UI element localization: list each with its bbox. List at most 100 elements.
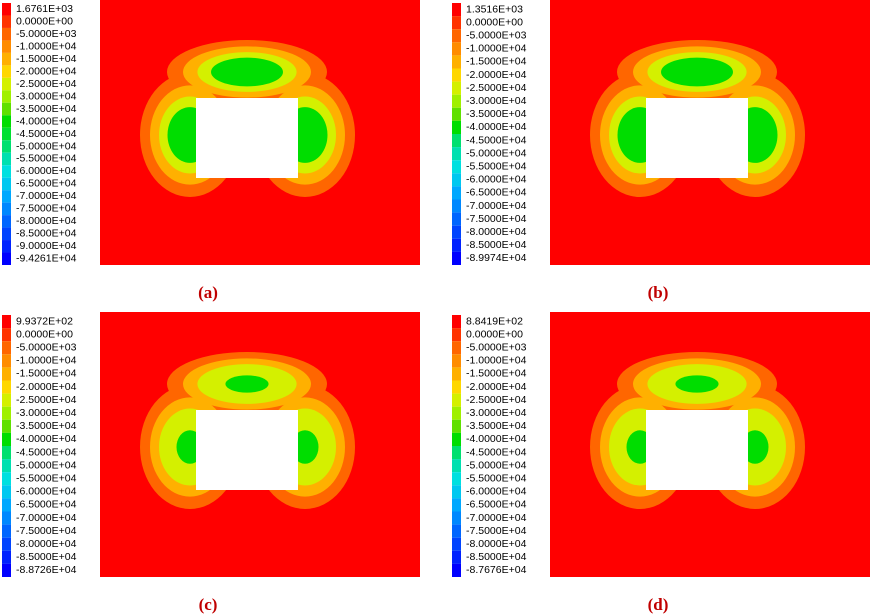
legend-label: -4.0000E+04	[16, 433, 77, 445]
contour-zone	[211, 57, 283, 87]
legend-label: -8.0000E+04	[16, 215, 77, 227]
legend-swatch	[452, 511, 461, 525]
legend-label: -4.5000E+04	[466, 134, 527, 146]
legend-label: -1.5000E+04	[466, 368, 527, 380]
legend-swatch	[2, 140, 11, 153]
legend-label: -2.0000E+04	[466, 381, 527, 393]
legend-swatch	[2, 127, 11, 141]
legend-label: -4.5000E+04	[16, 446, 77, 458]
legend-swatch	[452, 315, 461, 329]
legend-swatch	[2, 315, 11, 329]
legend-swatch	[2, 202, 11, 216]
legend-swatch	[2, 227, 11, 241]
legend-label: -5.5000E+04	[466, 161, 527, 173]
caption: (d)	[648, 595, 669, 614]
legend-label: -8.0000E+04	[466, 538, 527, 550]
legend-label: -4.5000E+04	[466, 446, 527, 458]
legend-swatch	[2, 215, 11, 228]
legend-label: -1.0000E+04	[16, 355, 77, 367]
legend-label: -6.0000E+04	[16, 486, 77, 498]
legend-swatch	[2, 380, 11, 394]
legend-label: -5.0000E+04	[466, 147, 527, 159]
legend-swatch	[452, 406, 461, 420]
legend-label: -6.5000E+04	[16, 178, 77, 190]
legend-swatch	[452, 81, 461, 95]
legend-swatch	[2, 511, 11, 525]
legend-label: -7.5000E+04	[466, 525, 527, 537]
legend-swatch	[2, 472, 11, 486]
legend-swatch	[452, 3, 461, 17]
legend-label: -4.5000E+04	[16, 128, 77, 140]
legend-label: 1.6761E+03	[16, 3, 73, 15]
contour-plot	[100, 312, 420, 577]
legend-label: -4.0000E+04	[466, 433, 527, 445]
legend-swatch	[2, 177, 11, 191]
legend-swatch	[2, 115, 11, 128]
legend-label: -3.0000E+04	[466, 95, 527, 107]
legend-swatch	[452, 498, 461, 512]
legend-swatch	[2, 354, 11, 368]
legend-label: -8.5000E+04	[466, 551, 527, 563]
legend-swatch	[452, 341, 461, 355]
legend-swatch	[452, 55, 461, 69]
legend-swatch	[452, 354, 461, 368]
legend-label: -2.5000E+04	[466, 394, 527, 406]
excavation	[646, 98, 748, 178]
legend-label: -7.0000E+04	[16, 512, 77, 524]
legend-swatch	[2, 446, 11, 460]
legend-swatch	[452, 251, 461, 265]
legend-label: -8.5000E+04	[16, 551, 77, 563]
legend-swatch	[452, 328, 461, 342]
legend-label: -5.0000E+04	[466, 459, 527, 471]
legend-label: -6.5000E+04	[466, 187, 527, 199]
contour-plot	[550, 0, 870, 265]
legend-swatch	[452, 524, 461, 538]
legend-swatch	[2, 165, 11, 178]
legend-label: -1.5000E+04	[16, 368, 77, 380]
legend-swatch	[2, 537, 11, 551]
legend-swatch	[452, 485, 461, 499]
legend-swatch	[452, 134, 461, 148]
legend-label: -5.5000E+04	[466, 473, 527, 485]
legend-swatch	[452, 186, 461, 200]
legend-label: -3.0000E+04	[16, 90, 77, 102]
contour-zone	[291, 430, 319, 464]
legend-swatch	[452, 225, 461, 239]
panel: 9.9372E+020.0000E+00 -5.0000E+03-1.0000E+…	[2, 312, 420, 614]
legend-swatch	[2, 77, 11, 91]
legend-swatch	[452, 550, 461, 564]
legend-label: -5.0000E+03	[466, 342, 527, 354]
legend-swatch	[2, 419, 11, 433]
legend-label: -8.8726E+04	[16, 564, 77, 576]
legend-label: -3.5000E+04	[16, 103, 77, 115]
legend-swatch	[452, 393, 461, 407]
legend-swatch	[2, 367, 11, 381]
legend-swatch	[2, 485, 11, 499]
legend-swatch	[452, 173, 461, 187]
legend-label: -3.0000E+04	[466, 407, 527, 419]
legend-label: -6.0000E+04	[466, 486, 527, 498]
legend-swatch	[452, 537, 461, 551]
legend-label: -9.0000E+04	[16, 240, 77, 252]
legend-label: 0.0000E+00	[16, 328, 73, 340]
excavation	[196, 98, 298, 178]
legend-label: -4.0000E+04	[466, 121, 527, 133]
legend-swatch	[452, 147, 461, 161]
legend-label: -5.5000E+04	[16, 473, 77, 485]
legend-swatch	[452, 472, 461, 486]
legend-swatch	[2, 190, 11, 203]
legend-label: -3.5000E+04	[466, 420, 527, 432]
legend-label: 8.8419E+02	[466, 315, 523, 327]
legend-label: -6.0000E+04	[16, 165, 77, 177]
caption: (b)	[648, 283, 669, 302]
legend-label: -7.0000E+04	[16, 190, 77, 202]
legend-label: -1.0000E+04	[16, 40, 77, 52]
legend-label: -1.5000E+04	[466, 56, 527, 68]
legend-swatch	[2, 240, 11, 253]
legend-swatch	[452, 42, 461, 56]
legend-label: -2.0000E+04	[466, 69, 527, 81]
legend-swatch	[2, 341, 11, 355]
legend-swatch	[452, 107, 461, 121]
legend-label: -3.5000E+04	[16, 420, 77, 432]
legend-label: -8.9974E+04	[466, 252, 527, 264]
